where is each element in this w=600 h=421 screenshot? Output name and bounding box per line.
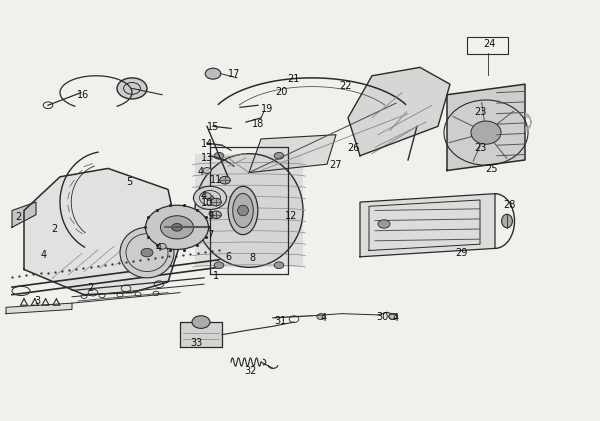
Polygon shape [24, 168, 180, 295]
Ellipse shape [193, 187, 227, 210]
Text: 27: 27 [329, 160, 341, 170]
Text: 29: 29 [455, 248, 467, 258]
Ellipse shape [471, 121, 501, 144]
Ellipse shape [205, 68, 221, 79]
Ellipse shape [146, 205, 209, 249]
Text: 4: 4 [201, 191, 207, 201]
Ellipse shape [274, 152, 284, 159]
Ellipse shape [214, 152, 224, 159]
Polygon shape [12, 202, 36, 227]
Text: 28: 28 [503, 200, 515, 210]
Ellipse shape [211, 211, 221, 218]
Text: 5: 5 [126, 177, 132, 187]
Ellipse shape [228, 187, 258, 234]
Text: 4: 4 [156, 243, 162, 253]
Ellipse shape [161, 216, 193, 239]
Text: 13: 13 [201, 153, 213, 163]
Polygon shape [6, 303, 72, 314]
Ellipse shape [206, 195, 214, 200]
Ellipse shape [274, 262, 284, 269]
Ellipse shape [192, 316, 210, 328]
Polygon shape [447, 84, 525, 171]
Text: 23: 23 [474, 143, 487, 153]
Polygon shape [360, 194, 495, 257]
Text: 4: 4 [40, 250, 46, 260]
Text: 2: 2 [51, 224, 57, 234]
Text: 4: 4 [321, 313, 327, 323]
Text: 24: 24 [483, 39, 496, 49]
Ellipse shape [502, 214, 512, 228]
Text: 30: 30 [377, 312, 389, 322]
Text: 4: 4 [393, 313, 399, 323]
Ellipse shape [389, 314, 397, 320]
Text: 10: 10 [201, 198, 213, 208]
Text: 19: 19 [261, 104, 273, 115]
Ellipse shape [141, 248, 153, 257]
Polygon shape [195, 154, 303, 267]
Text: 18: 18 [252, 119, 264, 129]
Text: 15: 15 [206, 122, 219, 132]
Text: 22: 22 [339, 81, 352, 91]
Text: 9: 9 [207, 210, 213, 221]
Ellipse shape [214, 262, 224, 269]
Text: 31: 31 [275, 316, 287, 326]
Polygon shape [348, 67, 450, 156]
Text: 21: 21 [287, 74, 299, 84]
Polygon shape [180, 322, 222, 347]
Text: 17: 17 [228, 69, 241, 79]
Ellipse shape [317, 314, 325, 320]
Ellipse shape [203, 193, 211, 199]
Ellipse shape [203, 168, 211, 173]
Ellipse shape [117, 78, 147, 99]
Text: 1: 1 [213, 271, 219, 281]
Text: 14: 14 [201, 139, 213, 149]
Ellipse shape [220, 176, 230, 184]
Ellipse shape [120, 227, 174, 278]
Text: 2: 2 [15, 212, 21, 222]
Text: 6: 6 [225, 252, 231, 262]
Ellipse shape [158, 243, 166, 249]
Text: 26: 26 [347, 143, 359, 153]
Text: 23: 23 [474, 107, 487, 117]
Text: 33: 33 [191, 338, 203, 348]
Text: 2: 2 [87, 283, 93, 293]
Ellipse shape [195, 154, 303, 267]
Text: 20: 20 [275, 87, 287, 97]
Text: 4: 4 [198, 167, 204, 177]
Text: 11: 11 [210, 175, 222, 185]
Text: 25: 25 [485, 164, 497, 174]
Text: 3: 3 [35, 296, 41, 306]
Text: 16: 16 [77, 90, 89, 100]
Text: 8: 8 [249, 253, 255, 263]
Text: 7: 7 [207, 230, 213, 240]
Text: 12: 12 [285, 210, 298, 221]
Polygon shape [249, 135, 336, 173]
Text: 32: 32 [245, 366, 257, 376]
Ellipse shape [172, 224, 182, 231]
Ellipse shape [378, 220, 390, 228]
Ellipse shape [211, 198, 221, 206]
Ellipse shape [238, 205, 248, 216]
Ellipse shape [233, 194, 253, 227]
